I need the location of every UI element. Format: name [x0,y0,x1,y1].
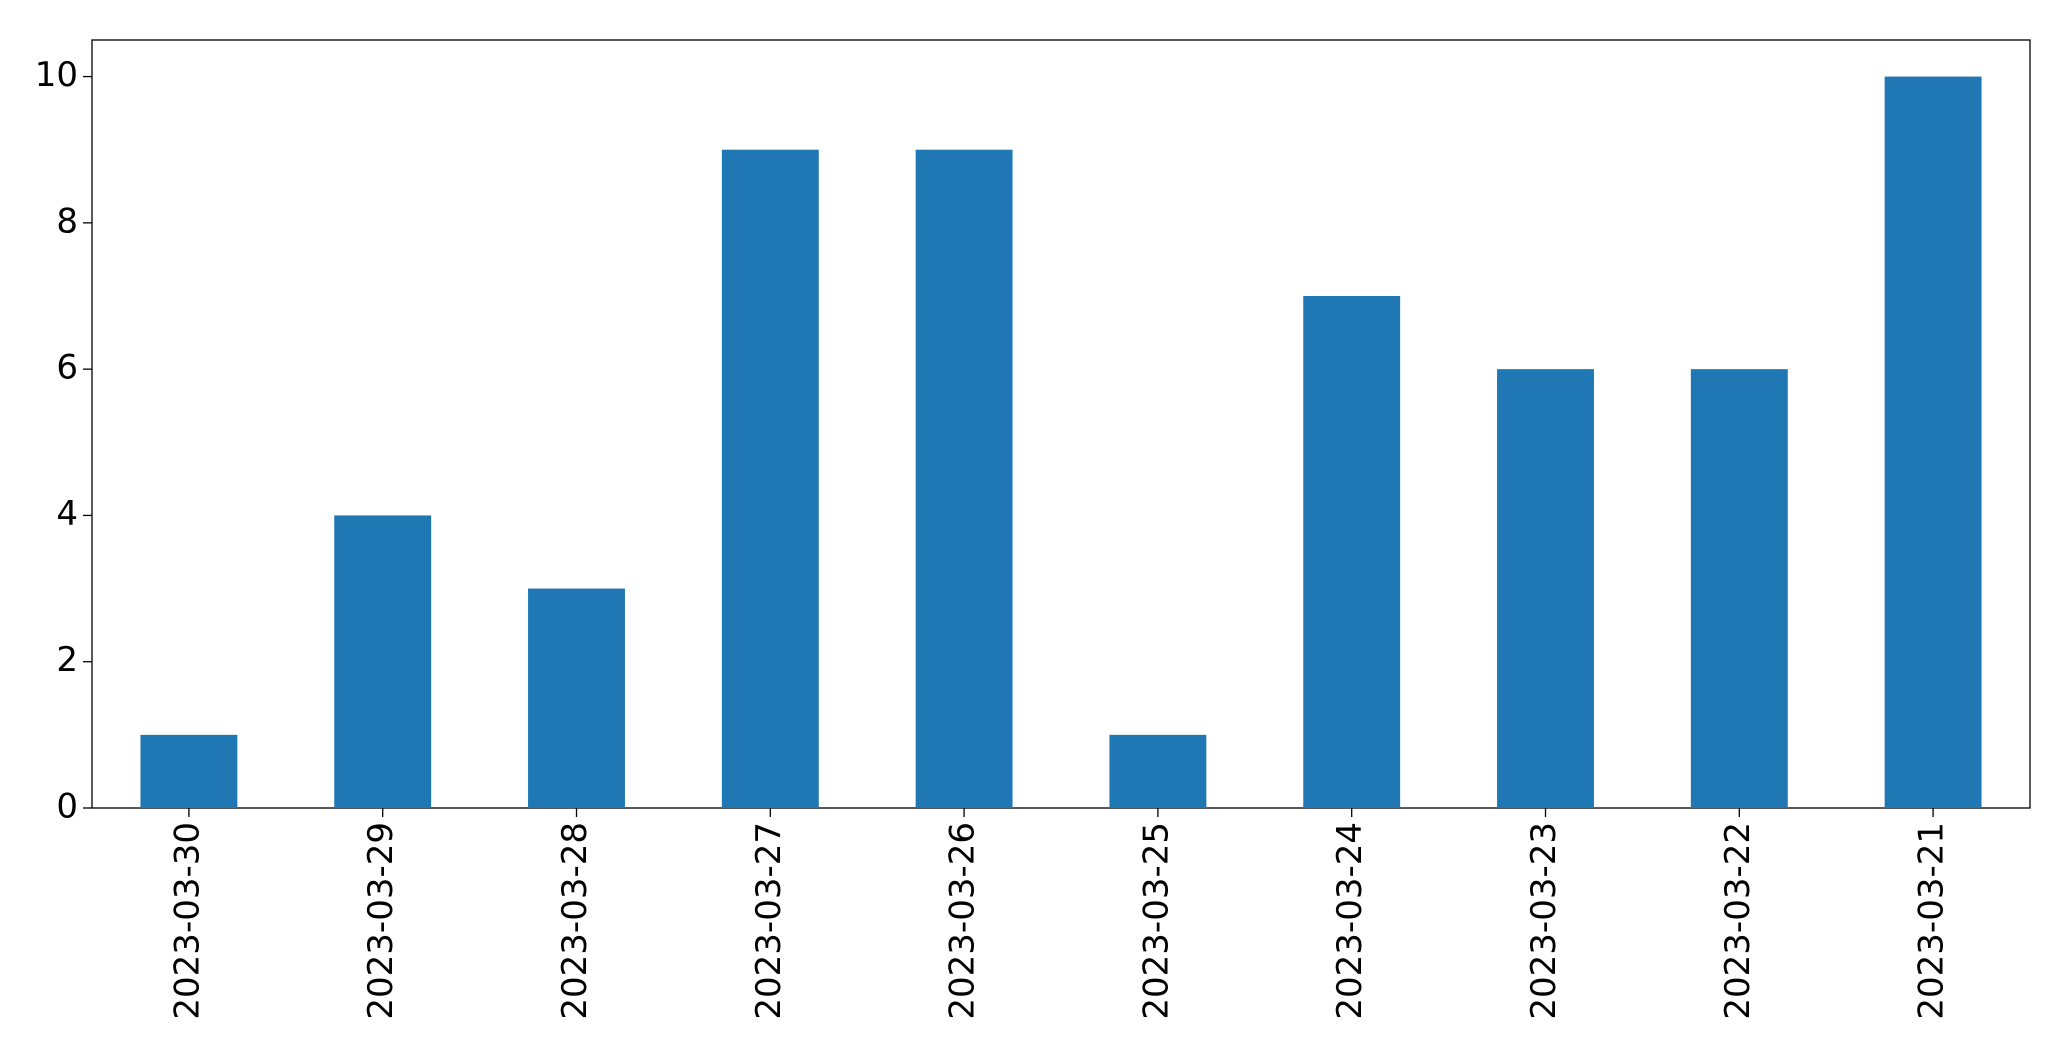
x-tick-label: 2023-03-21 [1912,822,1952,1020]
x-tick-label: 2023-03-29 [361,822,401,1020]
bar [1690,369,1788,808]
bar [334,515,432,808]
y-tick-label: 2 [56,640,78,680]
y-tick-label: 10 [35,55,78,95]
bar [1303,296,1401,808]
x-tick-label: 2023-03-26 [943,822,983,1020]
x-tick-label: 2023-03-24 [1330,822,1370,1020]
y-tick-label: 6 [56,348,78,388]
x-tick-label: 2023-03-27 [749,822,789,1020]
bar [140,734,238,808]
bar [1884,76,1982,809]
x-tick-label: 2023-03-28 [555,822,595,1020]
x-tick-label: 2023-03-30 [167,822,207,1020]
y-tick-label: 8 [56,201,78,241]
y-tick-label: 0 [56,787,78,827]
bar [528,588,625,808]
bar [1109,734,1207,808]
y-tick-label: 4 [56,494,78,534]
x-tick-label: 2023-03-22 [1718,822,1758,1020]
bar [721,149,819,808]
bar [1497,369,1594,808]
x-tick-label: 2023-03-23 [1524,822,1564,1020]
bar [915,149,1013,808]
x-tick-label: 2023-03-25 [1136,822,1176,1020]
axes-frame [91,39,2031,809]
